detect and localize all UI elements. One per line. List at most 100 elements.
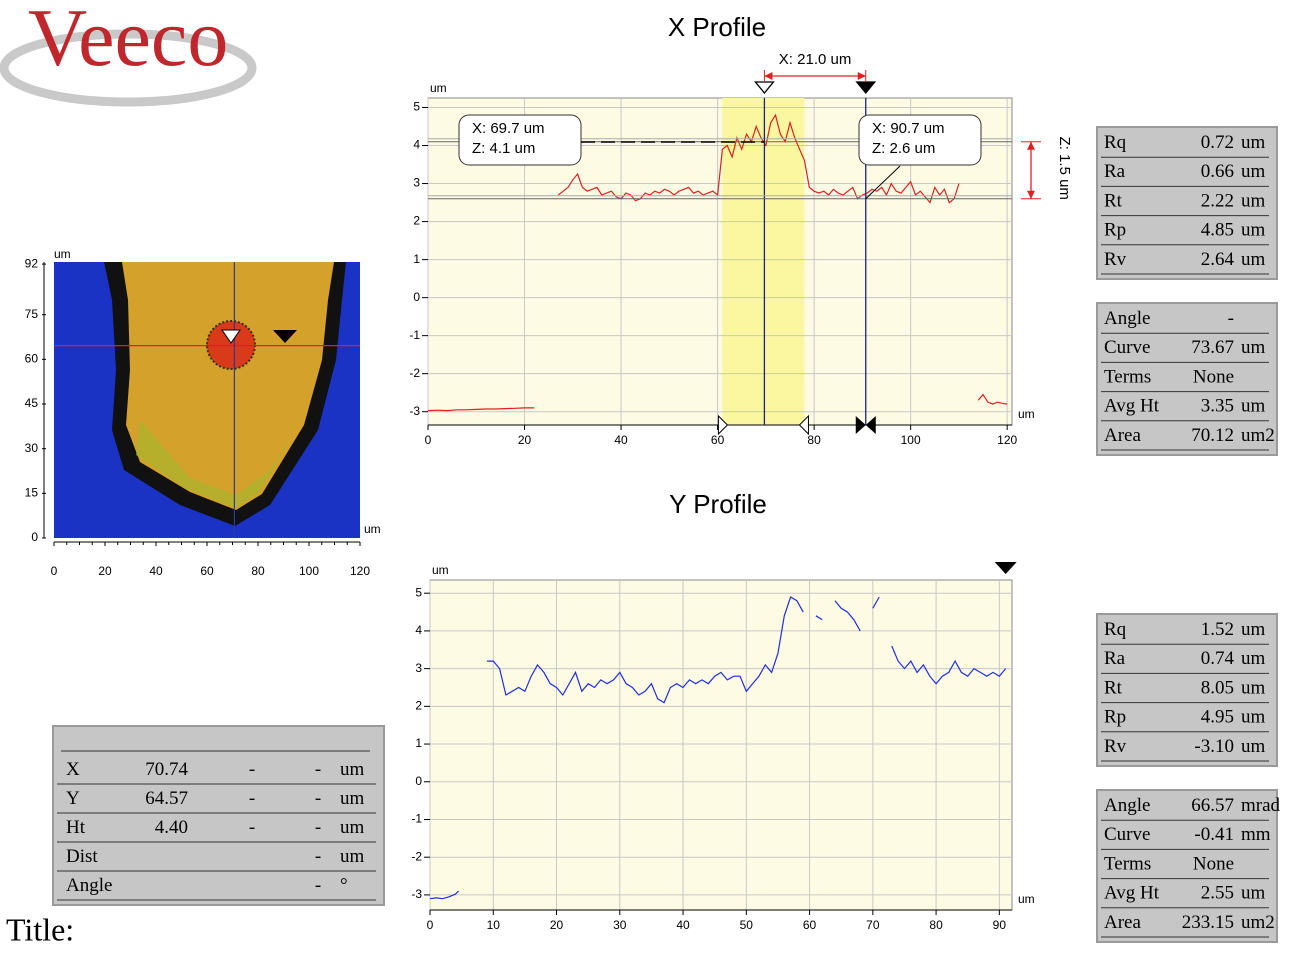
callout-z: Z: 2.6 um: [872, 140, 935, 157]
table-cell: Dist: [66, 846, 98, 867]
y-tick-label: 60: [25, 352, 39, 366]
table-cell: Rp: [1104, 220, 1126, 241]
table-cell: 4.95: [1201, 707, 1234, 728]
x-tick-label: 40: [614, 433, 628, 447]
y-tick-label: 45: [25, 396, 39, 410]
x-tick-label: 40: [149, 564, 163, 578]
band-marker: [717, 414, 729, 436]
table-cell: Curve: [1104, 337, 1150, 358]
table-cell: 0.74: [1201, 648, 1235, 669]
y-tick-label: 0: [31, 530, 38, 544]
chart-title: Y Profile: [669, 489, 767, 519]
table-cell: Curve: [1104, 824, 1150, 845]
callout: [458, 114, 582, 166]
y-tick-label: 5: [413, 100, 420, 114]
table-cell: Rq: [1104, 619, 1127, 640]
table-cell: Area: [1104, 425, 1141, 446]
y-tick-label: 4: [415, 623, 422, 637]
table-cell: 0.72: [1201, 132, 1234, 153]
callout-leader: [865, 165, 901, 200]
cursor-marker: [994, 562, 1017, 574]
table-cell: 3.35: [1201, 396, 1234, 417]
table-cell: 4.85: [1201, 220, 1234, 241]
table-cell: um: [1241, 396, 1266, 417]
logo: Veeco: [28, 0, 228, 83]
table-cell: 233.15: [1182, 912, 1234, 933]
table-cell: um: [1241, 249, 1266, 270]
x-tick-label: 40: [676, 918, 690, 932]
y-unit: um: [430, 81, 447, 95]
y-tick-label: 2: [415, 699, 422, 713]
x-tick-label: 0: [427, 918, 434, 932]
x-unit: um: [364, 522, 381, 536]
x-tick-label: 100: [299, 564, 319, 578]
y-tick-label: 2: [413, 214, 420, 228]
y-tick-label: 1: [413, 252, 420, 266]
table-cell: um: [1241, 337, 1266, 358]
x-tick-label: 10: [487, 918, 501, 932]
cursor-marker: [754, 81, 775, 95]
callout-z: Z: 4.1 um: [472, 140, 535, 157]
y-tick-label: -3: [411, 887, 422, 901]
y-tick-label: -3: [409, 404, 420, 418]
table-cell: Rq: [1104, 132, 1127, 153]
table-cell: Y: [66, 788, 80, 809]
table-cell: mm: [1241, 824, 1271, 845]
y-unit: um: [432, 563, 449, 577]
table-cell: um: [1241, 190, 1266, 211]
table-cell: um: [1241, 648, 1266, 669]
title-label: Title:: [6, 911, 74, 947]
table-panel: [1096, 613, 1278, 767]
table-cell: -: [315, 846, 321, 867]
table-cell: Rt: [1104, 677, 1123, 698]
profile-line: [429, 596, 1007, 900]
dx-label: X: 21.0 um: [779, 51, 852, 68]
table-cell: None: [1193, 366, 1234, 387]
cursor-marker: [221, 329, 241, 344]
table-cell: -: [249, 788, 255, 809]
x-tick-label: 20: [518, 433, 532, 447]
table-cell: -: [315, 875, 321, 896]
chart-title: X Profile: [668, 12, 766, 42]
y-tick-label: 0: [415, 774, 422, 788]
table-cell: mrad: [1241, 795, 1281, 816]
table-cell: um: [340, 846, 365, 867]
band-marker: [798, 414, 809, 436]
x-tick-label: 60: [200, 564, 214, 578]
x-unit: um: [1018, 892, 1035, 906]
y-tick-label: -1: [409, 328, 420, 342]
table-cell: -3.10: [1194, 736, 1234, 757]
table-cell: um: [340, 817, 365, 838]
height-map: [54, 262, 360, 538]
y-tick-label: 1: [415, 736, 422, 750]
y-tick-label: 3: [413, 176, 420, 190]
x-tick-label: 20: [550, 918, 564, 932]
table-cell: Terms: [1104, 853, 1151, 874]
x-tick-label: 20: [98, 564, 112, 578]
x-tick-label: 80: [807, 433, 821, 447]
callout-x: X: 69.7 um: [472, 120, 545, 137]
table-cell: Angle: [66, 875, 112, 896]
table-cell: 64.57: [145, 788, 188, 809]
table-cell: Rt: [1104, 190, 1123, 211]
table-cell: Avg Ht: [1104, 396, 1160, 417]
y-tick-label: -2: [409, 366, 420, 380]
table-cell: X: [66, 759, 80, 780]
table-cell: um: [340, 788, 365, 809]
table-cell: um2: [1241, 912, 1275, 933]
x-tick-label: 0: [51, 564, 58, 578]
logo-swoosh: [0, 29, 257, 107]
table-cell: Ra: [1104, 161, 1126, 182]
y-tick-label: -1: [411, 812, 422, 826]
x-tick-label: 0: [425, 433, 432, 447]
x-tick-label: 70: [866, 918, 880, 932]
cursor-marker: [273, 330, 297, 343]
x-tick-label: 60: [803, 918, 817, 932]
x-tick-label: 80: [929, 918, 943, 932]
cursor-bottom-marker: [855, 416, 876, 434]
x-tick-label: 120: [997, 433, 1017, 447]
callout-x: X: 90.7 um: [872, 120, 945, 137]
table-cell: Ra: [1104, 648, 1126, 669]
y-tick-label: 15: [25, 486, 39, 500]
